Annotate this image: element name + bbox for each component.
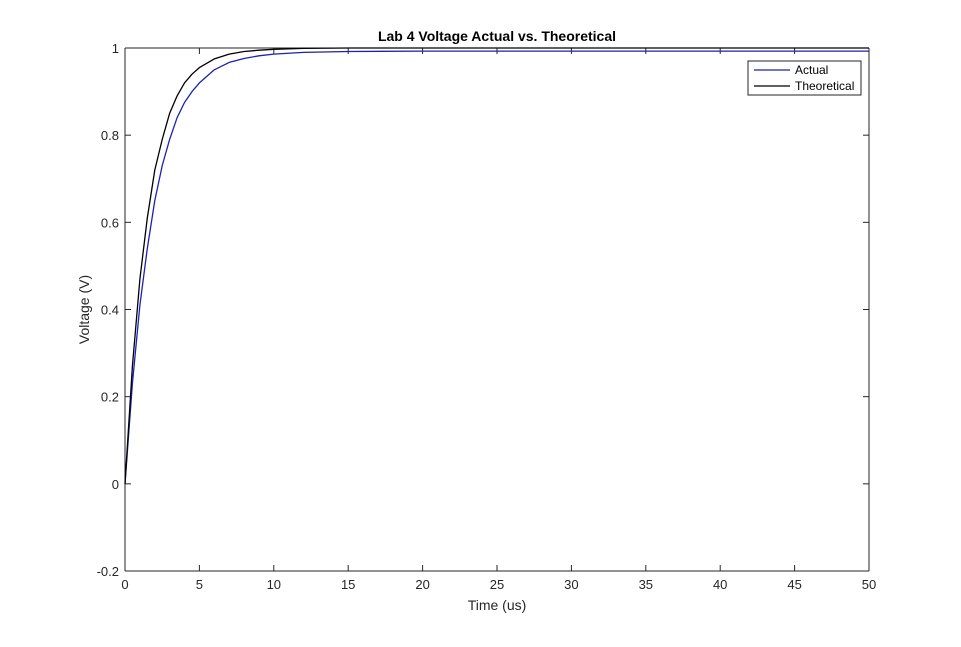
y-tick-label: 1 (112, 41, 119, 56)
y-tick-label: 0 (112, 477, 119, 492)
y-axis-label: Voltage (V) (76, 275, 92, 344)
y-tick-label: -0.2 (97, 564, 119, 579)
x-tick-label: 40 (713, 577, 727, 592)
series-line-theoretical (124, 47, 869, 484)
y-tick-label: 0.4 (101, 303, 119, 318)
x-tick-label: 25 (490, 577, 504, 592)
axes: 0 5 10 15 20 25 30 35 40 45 50-0.200.20.40.60.81 (97, 41, 877, 592)
x-tick-label: 45 (787, 577, 801, 592)
chart-title: Lab 4 Voltage Actual vs. Theoretical (378, 28, 616, 44)
x-tick-label: 15 (341, 577, 355, 592)
x-axis-label: Time (us) (468, 597, 527, 613)
x-tick-label: 10 (267, 577, 281, 592)
legend-label-actual: Actual (795, 63, 828, 77)
x-tick-label: 5 (196, 577, 203, 592)
x-tick-label: 35 (639, 577, 653, 592)
y-tick-label: 0.2 (101, 390, 119, 405)
series-line-actual (124, 50, 869, 484)
x-tick-label: 50 (862, 577, 876, 592)
y-tick-label: 0.6 (101, 215, 119, 230)
x-tick-label: 20 (415, 577, 429, 592)
legend-label-theoretical: Theoretical (795, 79, 854, 93)
legend-box (747, 60, 862, 96)
legend: Actual Theoretical (747, 60, 862, 96)
x-tick-label: 0 (121, 577, 128, 592)
series-layer (124, 47, 869, 484)
x-tick-label: 30 (564, 577, 578, 592)
y-tick-label: 0.8 (101, 128, 119, 143)
